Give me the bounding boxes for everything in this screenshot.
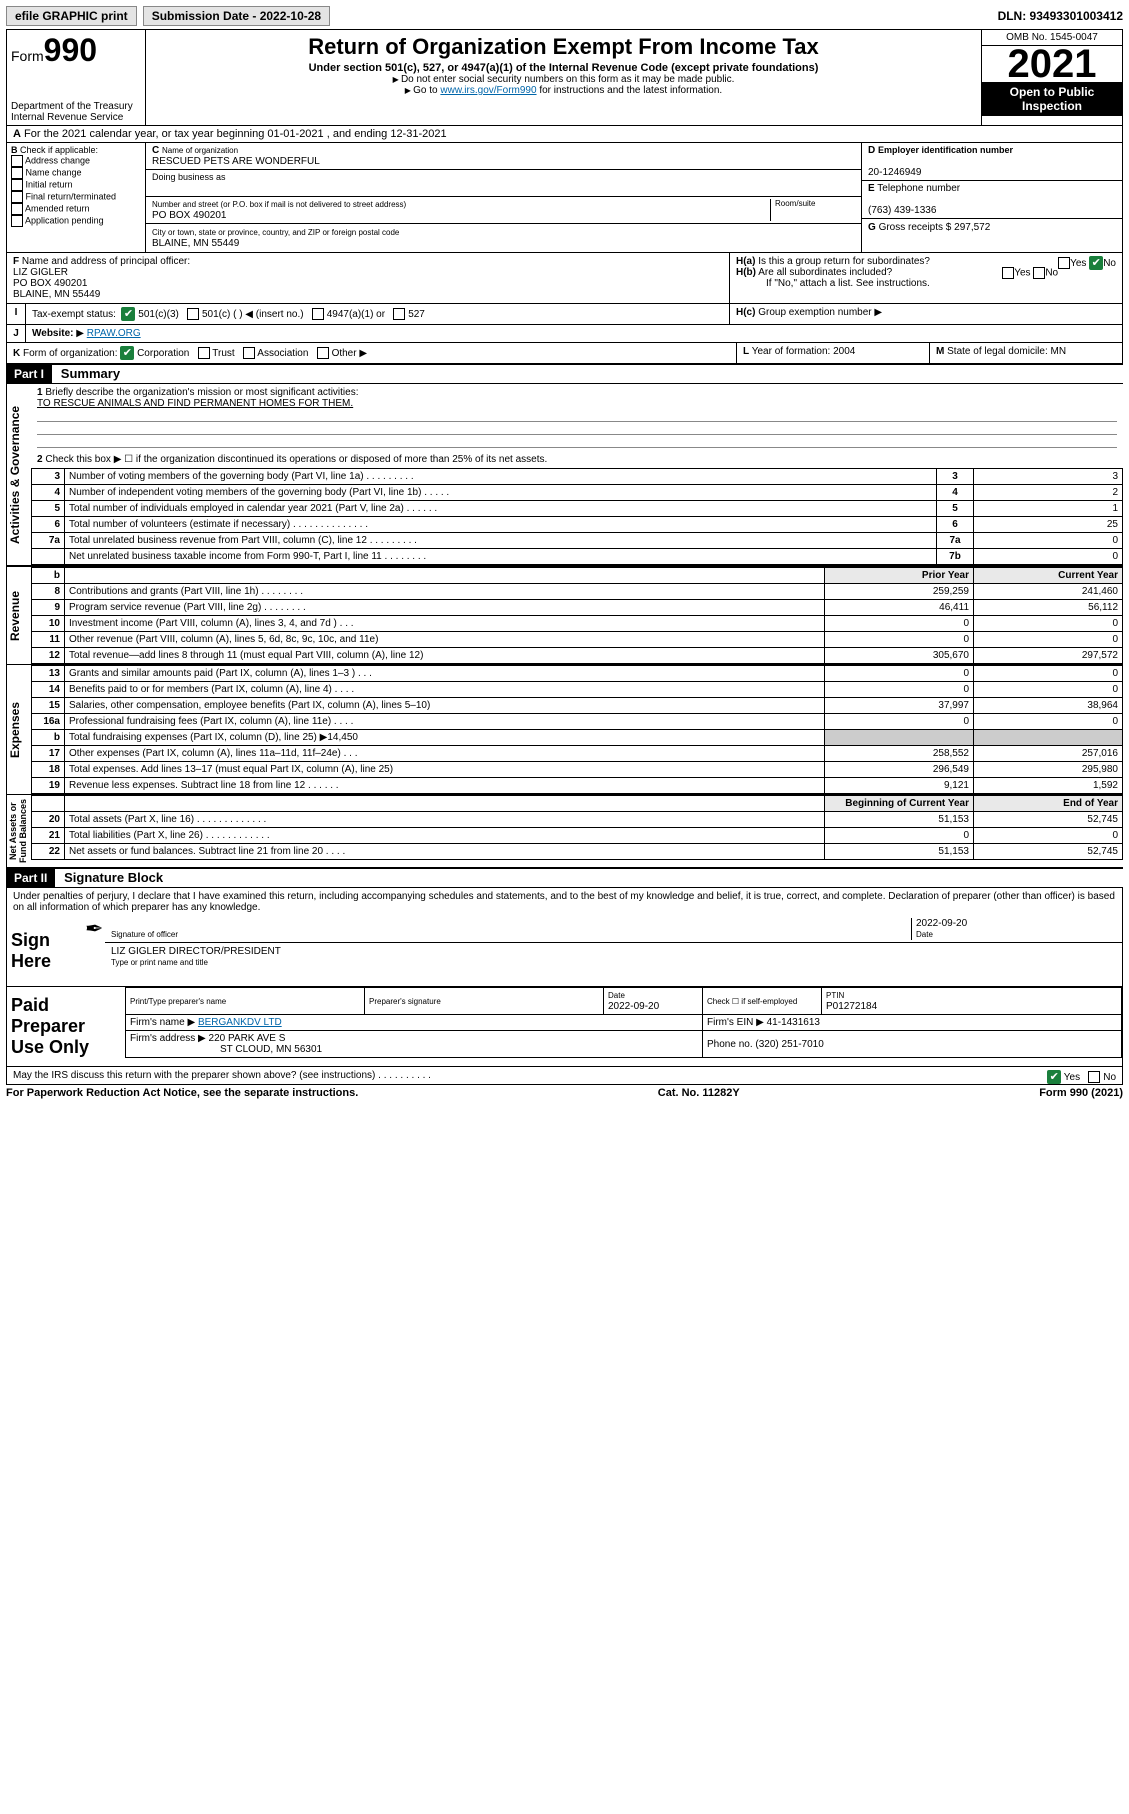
section-b: B Check if applicable: Address change Na… [7, 143, 146, 252]
discuss-row: May the IRS discuss this return with the… [6, 1067, 1123, 1085]
state-domicile: M State of legal domicile: MN [929, 343, 1122, 363]
part1-header: Part I [6, 365, 52, 383]
top-toolbar: efile GRAPHIC print Submission Date - 20… [6, 6, 1123, 26]
ssn-note: Do not enter social security numbers on … [154, 74, 973, 85]
org-street: PO BOX 490201 [152, 210, 227, 221]
net-assets-section: Net Assets orFund Balances Beginning of … [6, 795, 1123, 868]
sign-here-block: Sign Here ✒ Signature of officer 2022-09… [6, 916, 1123, 987]
section-c: C Name of organization RESCUED PETS ARE … [146, 143, 862, 252]
section-h: H(a) Is this a group return for subordin… [730, 253, 1122, 303]
org-city: BLAINE, MN 55449 [152, 238, 239, 249]
section-hc: H(c) Group exemption number ▶ [729, 304, 1122, 324]
section-f: F Name and address of principal officer:… [7, 253, 730, 303]
revenue-section: Revenue bPrior YearCurrent Year8Contribu… [6, 566, 1123, 665]
dln-label: DLN: 93493301003412 [998, 9, 1123, 23]
page-footer: For Paperwork Reduction Act Notice, see … [6, 1085, 1123, 1101]
irs-link[interactable]: www.irs.gov/Form990 [440, 85, 536, 96]
section-deg: D Employer identification number 20-1246… [862, 143, 1122, 252]
firm-name-link[interactable]: BERGANKDV LTD [198, 1017, 282, 1028]
form-number: Form990 [11, 32, 141, 69]
efile-print-button[interactable]: efile GRAPHIC print [6, 6, 137, 26]
label-j: J [7, 325, 26, 342]
submission-date-button[interactable]: Submission Date - 2022-10-28 [143, 6, 330, 26]
check-501c3-icon: ✔ [121, 307, 135, 321]
expenses-section: Expenses 13Grants and similar amounts pa… [6, 665, 1123, 795]
open-inspection-badge: Open to Public Inspection [982, 82, 1122, 116]
dept-label: Department of the Treasury [11, 101, 141, 112]
form-title: Return of Organization Exempt From Incom… [154, 34, 973, 60]
gross-receipts: 297,572 [954, 222, 990, 233]
goto-note: Go to www.irs.gov/Form990 for instructio… [154, 85, 973, 96]
activities-governance-section: Activities & Governance 1 Briefly descri… [6, 384, 1123, 566]
phone-value: (763) 439-1336 [868, 205, 936, 216]
irs-label: Internal Revenue Service [11, 112, 141, 123]
label-i: I [7, 304, 26, 324]
form-subtitle: Under section 501(c), 527, or 4947(a)(1)… [154, 62, 973, 74]
website-link[interactable]: RPAW.ORG [87, 328, 141, 339]
year-formation: L Year of formation: 2004 [736, 343, 929, 363]
paid-preparer-block: Paid Preparer Use Only Print/Type prepar… [6, 987, 1123, 1067]
part2-header: Part II [6, 869, 55, 887]
part2-title: Signature Block [58, 870, 163, 885]
org-name: RESCUED PETS ARE WONDERFUL [152, 156, 320, 167]
mission-text: TO RESCUE ANIMALS AND FIND PERMANENT HOM… [37, 398, 353, 409]
perjury-text: Under penalties of perjury, I declare th… [6, 888, 1123, 916]
form-header: Form990 Department of the Treasury Inter… [6, 29, 1123, 126]
line-a: A For the 2021 calendar year, or tax yea… [7, 126, 1122, 143]
part1-title: Summary [55, 366, 120, 381]
website-row: Website: ▶ RPAW.ORG [26, 325, 1122, 342]
ein-value: 20-1246949 [868, 167, 921, 178]
tax-year: 2021 [982, 46, 1122, 82]
tax-exempt-status: Tax-exempt status: ✔ 501(c)(3) 501(c) ( … [26, 304, 729, 324]
form-org-row: K Form of organization: ✔ Corporation Tr… [7, 343, 736, 363]
